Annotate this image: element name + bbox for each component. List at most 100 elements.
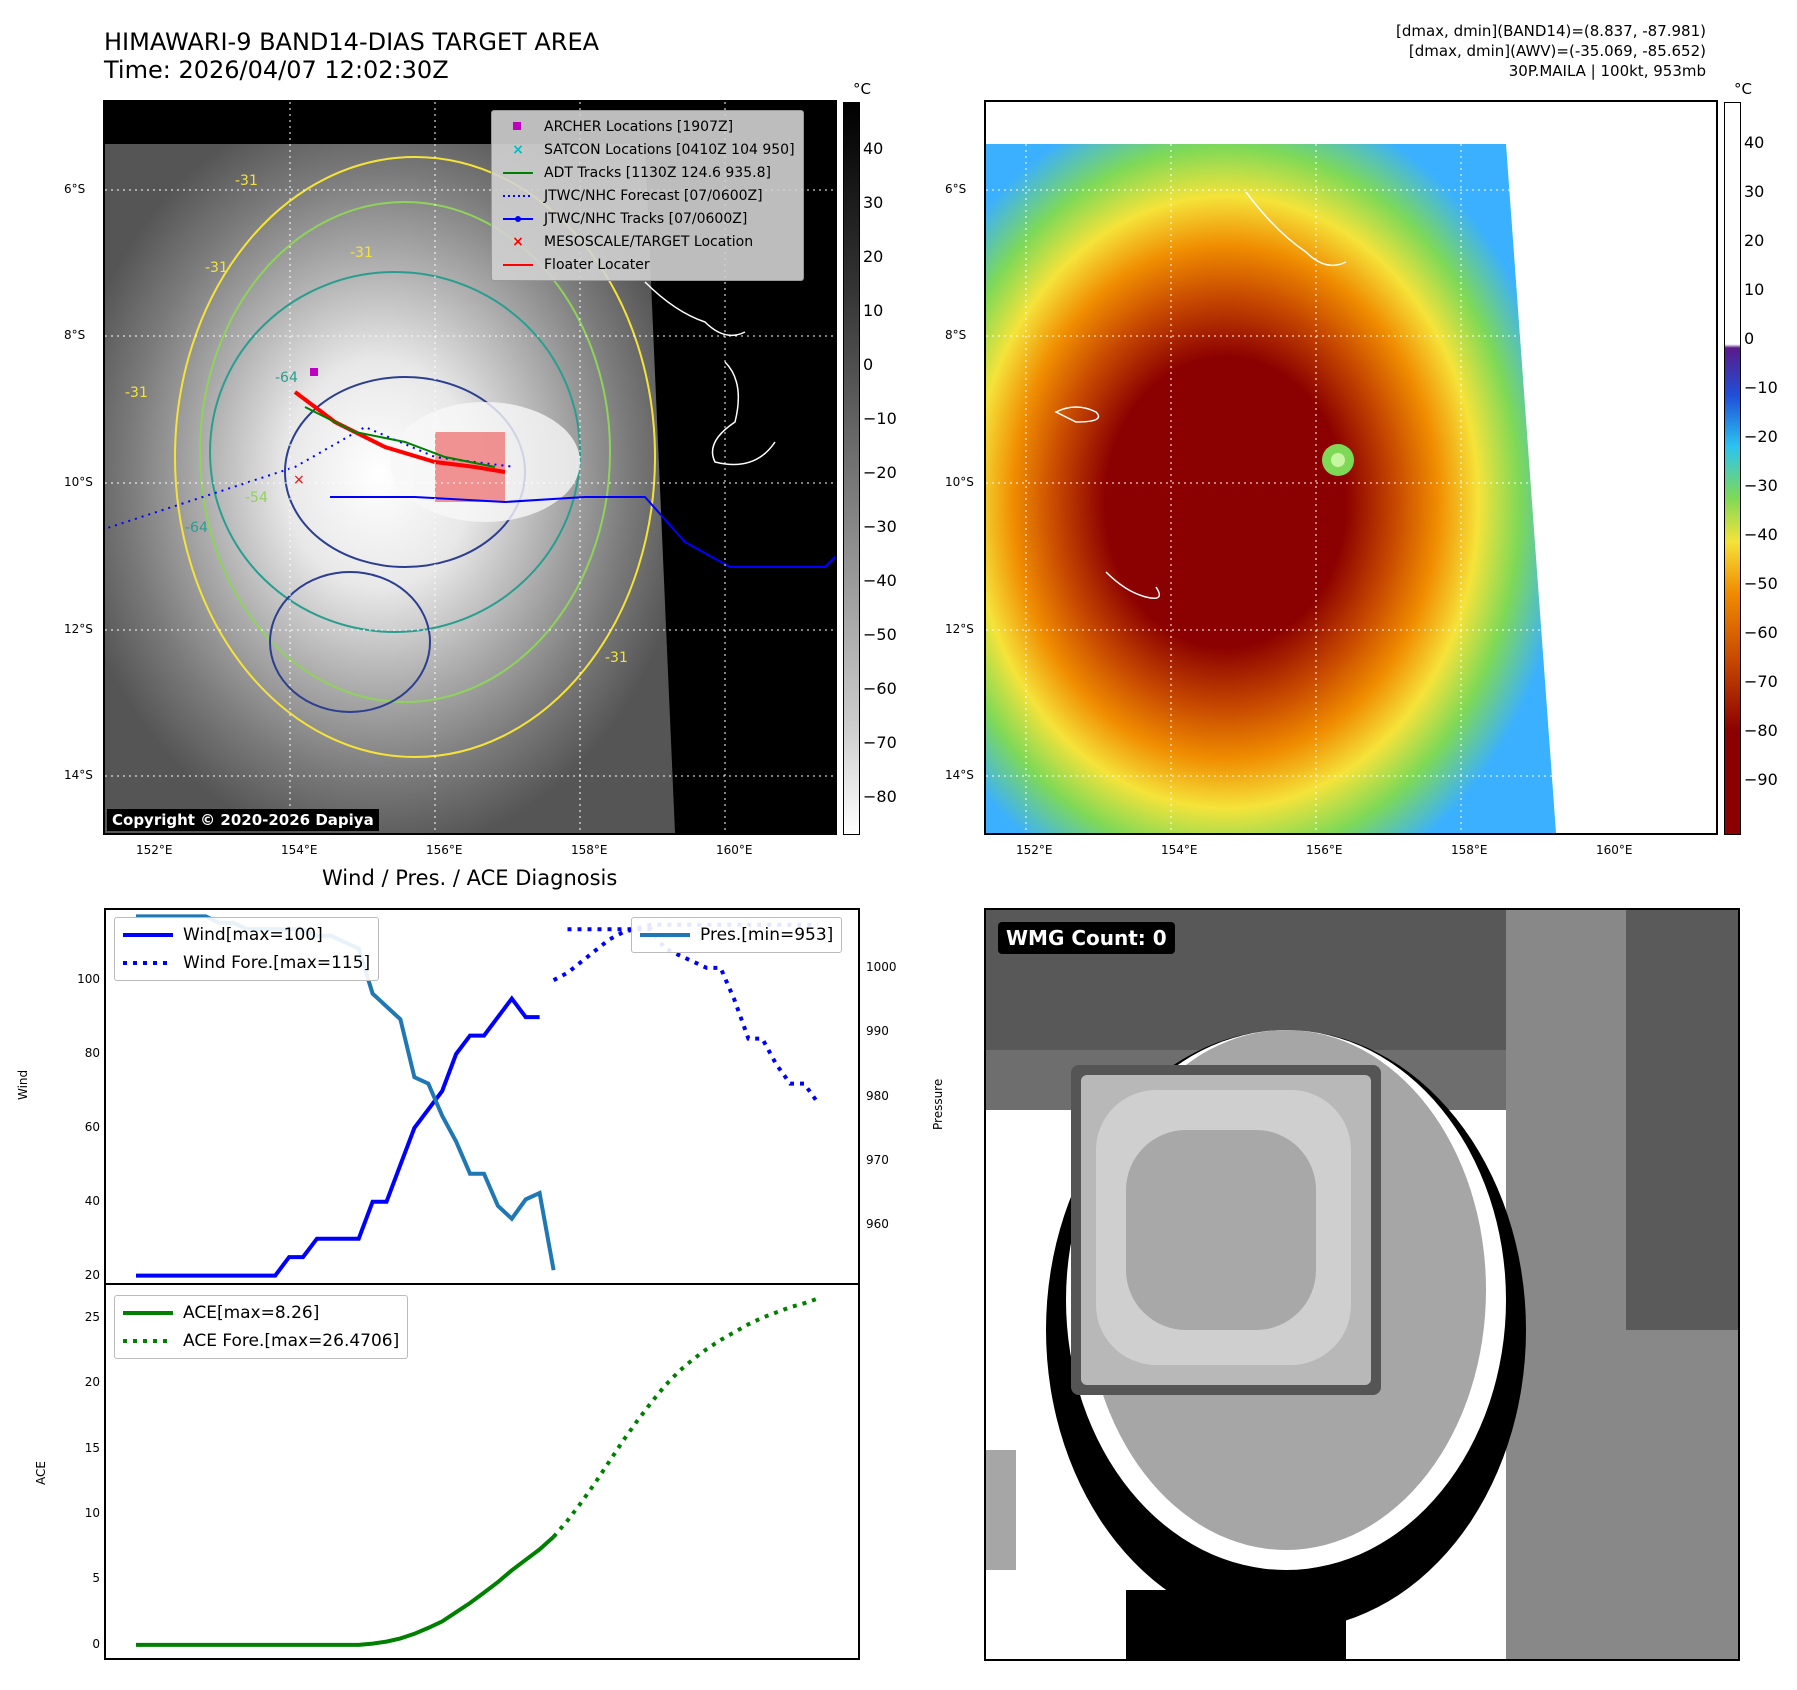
map1-lat-label: 12°S — [64, 622, 93, 636]
map1-lon-label: 154°E — [281, 843, 318, 857]
y-tick-label: 20 — [84, 1267, 100, 1282]
map1-lat-label: 10°S — [64, 475, 93, 489]
wmg-count-label: WMG Count: 0 — [998, 922, 1175, 954]
legend-item-mesoscale: × MESOSCALE/TARGET Location — [512, 233, 754, 250]
colorbar-2-tick: −60 — [1744, 623, 1778, 642]
colorbar-1-tick: 20 — [863, 247, 884, 266]
colorbar-1-tick: 0 — [863, 355, 874, 374]
info-awv: [dmax, dmin](AWV)=(-35.069, -85.652) — [1408, 42, 1706, 60]
info-band14: [dmax, dmin](BAND14)=(8.837, -87.981) — [1395, 22, 1706, 40]
map2-lat-label: 14°S — [945, 768, 974, 782]
series-line-1 — [552, 1296, 819, 1539]
map2-lat-label: 6°S — [945, 182, 967, 196]
map2-lon-label: 154°E — [1161, 843, 1198, 857]
map2-lat-label: 12°S — [945, 622, 974, 636]
svg-text:×: × — [293, 472, 305, 488]
y2-tick-label: 1000 — [866, 959, 897, 974]
awv-map-image — [986, 102, 1716, 833]
map1-lon-label: 160°E — [716, 843, 753, 857]
colorbar-2-tick: −50 — [1744, 574, 1778, 593]
wmg-image — [986, 910, 1738, 1659]
wind-pressure-chart: Wind[max=100] Wind Fore.[max=115] Pres.[… — [104, 908, 860, 1285]
legend-item-wind-forecast: Wind Fore.[max=115] — [123, 953, 371, 973]
colorbar-2-tick: 10 — [1744, 280, 1765, 299]
colorbar-2-tick: 30 — [1744, 182, 1765, 201]
y-tick-label: 100 — [77, 972, 100, 987]
ace-chart: ACE[max=8.26] ACE Fore.[max=26.4706] — [104, 1283, 860, 1660]
pressure-legend: Pres.[min=953] — [631, 917, 843, 953]
page-title: HIMAWARI-9 BAND14-DIAS TARGET AREA — [104, 28, 600, 56]
y2-tick-label: 990 — [866, 1024, 889, 1039]
wmg-panel: WMG Count: 0 — [984, 908, 1740, 1661]
wind-legend: Wind[max=100] Wind Fore.[max=115] — [114, 917, 380, 981]
colorbar-1 — [843, 102, 860, 835]
colorbar-1-tick: −30 — [863, 517, 897, 536]
contour-label: -31 — [125, 385, 148, 401]
y2-tick-label: 970 — [866, 1152, 889, 1167]
colorbar-1-tick: −40 — [863, 571, 897, 590]
colorbar-1-unit: °C — [853, 80, 871, 98]
series-line-0 — [136, 1535, 555, 1647]
map1-lat-label: 8°S — [64, 328, 86, 342]
colorbar-2-tick: −90 — [1744, 770, 1778, 789]
pressure-axis-label: Pressure — [931, 1078, 945, 1130]
y-tick-label: 80 — [84, 1046, 100, 1061]
legend-item-ace-forecast: ACE Fore.[max=26.4706] — [123, 1331, 400, 1351]
copyright-label: Copyright © 2020-2026 Dapiya — [107, 809, 379, 831]
ace-plot — [136, 1296, 819, 1647]
colorbar-1-tick: −80 — [863, 787, 897, 806]
awv-map-panel — [984, 100, 1718, 835]
y-tick-label: 40 — [84, 1193, 100, 1208]
contour-label: -31 — [205, 260, 228, 276]
legend-item-adt: ADT Tracks [1130Z 124.6 935.8] — [503, 164, 771, 181]
colorbar-2-tick: 40 — [1744, 133, 1765, 152]
colorbar-1-tick: −70 — [863, 733, 897, 752]
colorbar-1-tick: −60 — [863, 679, 897, 698]
contour-label: -31 — [605, 650, 628, 666]
legend-item-forecast: JTWC/NHC Forecast [07/0600Z] — [503, 187, 763, 204]
contour-label: -54 — [245, 490, 268, 506]
wind-axis-label: Wind — [16, 1069, 30, 1100]
map2-lat-label: 8°S — [945, 328, 967, 342]
colorbar-2-tick: −20 — [1744, 427, 1778, 446]
colorbar-2-tick: −30 — [1744, 476, 1778, 495]
map1-lat-label: 14°S — [64, 768, 93, 782]
colorbar-1-tick: 30 — [863, 193, 884, 212]
y-tick-label: 15 — [84, 1440, 100, 1455]
map-legend: ARCHER Locations [1907Z] × SATCON Locatio… — [491, 110, 804, 281]
y-tick-label: 20 — [84, 1375, 100, 1390]
y-tick-label: 0 — [92, 1636, 100, 1651]
contour-label: -31 — [350, 245, 373, 261]
colorbar-1-tick: −10 — [863, 409, 897, 428]
colorbar-2-tick: −70 — [1744, 672, 1778, 691]
ace-legend: ACE[max=8.26] ACE Fore.[max=26.4706] — [114, 1295, 409, 1359]
colorbar-1-tick: 40 — [863, 139, 884, 158]
map2-lon-label: 158°E — [1451, 843, 1488, 857]
colorbar-2-tick: −80 — [1744, 721, 1778, 740]
legend-item-archer: ARCHER Locations [1907Z] — [500, 115, 795, 138]
y2-tick-label: 980 — [866, 1088, 889, 1103]
colorbar-2-tick: −40 — [1744, 525, 1778, 544]
map1-lon-label: 158°E — [571, 843, 608, 857]
colorbar-2-tick: 20 — [1744, 231, 1765, 250]
contour-label: -31 — [235, 173, 258, 189]
ace-axis-label: ACE — [34, 1461, 48, 1485]
map1-lon-label: 156°E — [426, 843, 463, 857]
series-line-3 — [567, 927, 820, 1105]
colorbar-2-tick: −10 — [1744, 378, 1778, 397]
colorbar-1-tick: −50 — [863, 625, 897, 644]
legend-item-ace: ACE[max=8.26] — [123, 1303, 320, 1323]
info-storm: 30P.MAILA | 100kt, 953mb — [1508, 62, 1706, 80]
map2-lon-label: 152°E — [1016, 843, 1053, 857]
timestamp: Time: 2026/04/07 12:02:30Z — [104, 56, 449, 84]
legend-item-floater: Floater Locater — [503, 256, 650, 273]
ir-map-panel: × -31 -31 -31 -64 -54 -64 -31 -31 ARCHER… — [103, 100, 837, 835]
diagnosis-chart-title: Wind / Pres. / ACE Diagnosis — [322, 866, 618, 890]
colorbar-2-unit: °C — [1734, 80, 1752, 98]
map2-lat-label: 10°S — [945, 475, 974, 489]
map1-lon-label: 152°E — [136, 843, 173, 857]
y-tick-label: 10 — [84, 1506, 100, 1521]
legend-item-tracks: JTWC/NHC Tracks [07/0600Z] — [500, 207, 795, 230]
legend-item-wind: Wind[max=100] — [123, 925, 323, 945]
contour-label: -64 — [275, 370, 298, 386]
